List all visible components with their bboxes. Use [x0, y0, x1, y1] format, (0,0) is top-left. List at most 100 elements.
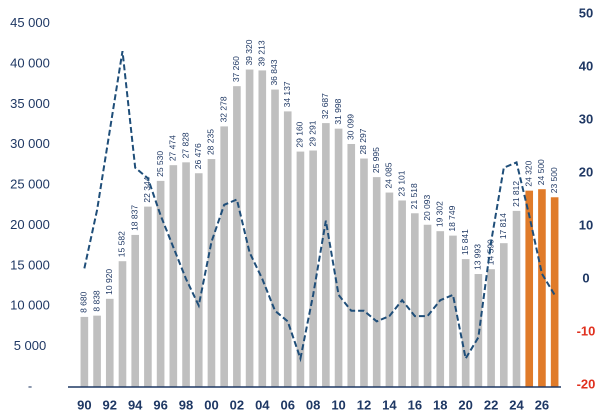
bar: [499, 243, 508, 387]
x-tick-label: 02: [230, 397, 244, 412]
x-tick-label: 94: [128, 397, 143, 412]
bar: [309, 150, 317, 387]
value-label: 36 843: [269, 59, 279, 85]
bar: [411, 213, 419, 387]
value-label: 26 476: [193, 143, 203, 169]
y2-tick-label: 0: [582, 270, 589, 285]
value-label: 24 085: [384, 162, 394, 188]
value-label: 24 500: [536, 159, 546, 185]
bar: [144, 206, 152, 387]
bar: [360, 158, 368, 387]
y-tick-label: 15 000: [10, 257, 50, 272]
y-tick-label: 10 000: [10, 298, 50, 313]
value-label: 32 687: [320, 93, 330, 119]
value-label: 17 814: [498, 213, 508, 239]
bar: [283, 111, 292, 387]
value-label: 29 291: [307, 120, 317, 146]
value-label: 8 680: [79, 291, 89, 313]
x-tick-label: 90: [77, 397, 91, 412]
value-label: 28 235: [206, 129, 216, 155]
y-tick-label: 5 000: [14, 338, 47, 353]
line: [83, 50, 556, 363]
y2-tick-label: 40: [579, 58, 593, 73]
value-label: 29 160: [295, 121, 305, 147]
bar: [233, 86, 241, 388]
bar: [105, 298, 114, 387]
value-label: 15 841: [460, 229, 470, 255]
bar: [169, 165, 178, 387]
y-tick-label: 25 000: [10, 177, 50, 192]
bar: [512, 210, 521, 387]
bar: [93, 315, 101, 387]
value-label: 23 101: [396, 170, 406, 196]
value-label: 37 260: [231, 56, 241, 82]
value-label: 21 518: [409, 183, 419, 209]
bar: [156, 180, 165, 387]
x-tick-label: 14: [382, 397, 397, 412]
y-tick-label: 30 000: [10, 136, 50, 151]
value-label: 31 998: [333, 98, 343, 124]
bar: [525, 190, 534, 387]
y2-tick-label: 10: [579, 217, 593, 232]
y-tick-label: 45 000: [10, 15, 50, 30]
y2-tick-label: -20: [577, 376, 596, 391]
x-tick-label: 26: [535, 397, 549, 412]
y2-tick-label: -10: [577, 323, 596, 338]
x-tick-label: 06: [280, 397, 294, 412]
bar: [436, 231, 445, 387]
value-label: 27 828: [180, 132, 190, 158]
value-label: 39 320: [244, 39, 254, 65]
x-tick-label: 98: [179, 397, 193, 412]
value-label: 22 344: [142, 176, 152, 202]
bar: [322, 123, 330, 388]
value-label: 13 993: [473, 244, 483, 270]
bar: [258, 70, 267, 388]
x-tick-label: 04: [255, 397, 270, 412]
value-label: 32 278: [218, 96, 228, 122]
y-tick-label: 20 000: [10, 217, 50, 232]
bar: [423, 224, 432, 387]
x-tick-label: 20: [458, 397, 472, 412]
bar: [398, 200, 406, 387]
y2-tick-label: 30: [579, 111, 593, 126]
x-tick-label: 96: [153, 397, 167, 412]
bar: [118, 261, 127, 387]
value-label: 15 582: [117, 231, 127, 257]
bar: [207, 159, 216, 387]
bar: [194, 173, 203, 387]
value-label: 30 099: [346, 114, 356, 140]
bar: [296, 151, 305, 387]
value-label: 18 837: [129, 205, 139, 231]
value-label: 20 093: [422, 195, 432, 221]
value-label: 34 137: [282, 81, 292, 107]
x-tick-label: 92: [103, 397, 117, 412]
y-tick-label: 40 000: [10, 55, 50, 70]
y2-tick-label: 20: [579, 164, 593, 179]
value-label: 27 474: [168, 135, 178, 161]
bar: [347, 143, 356, 387]
bar: [461, 259, 470, 387]
value-label: 19 302: [435, 201, 445, 227]
bar: [80, 316, 89, 387]
bar: [334, 128, 343, 387]
value-label: 28 297: [358, 128, 368, 154]
value-label: 8 838: [91, 290, 101, 312]
bar: [220, 126, 228, 387]
x-tick-label: 18: [433, 397, 447, 412]
y2-tick-label: 50: [579, 5, 593, 20]
bar: [550, 197, 559, 387]
bar: [372, 177, 381, 387]
x-tick-label: 08: [306, 397, 320, 412]
value-label: 18 749: [447, 205, 457, 231]
bar: [385, 192, 394, 387]
x-tick-label: 00: [204, 397, 218, 412]
value-label: 25 995: [371, 147, 381, 173]
x-tick-label: 24: [509, 397, 524, 412]
bar: [182, 162, 190, 387]
bar: [449, 235, 457, 387]
value-label: 24 320: [523, 160, 533, 186]
value-label: 10 920: [104, 269, 114, 295]
x-tick-label: 10: [331, 397, 345, 412]
bar: [131, 234, 140, 387]
